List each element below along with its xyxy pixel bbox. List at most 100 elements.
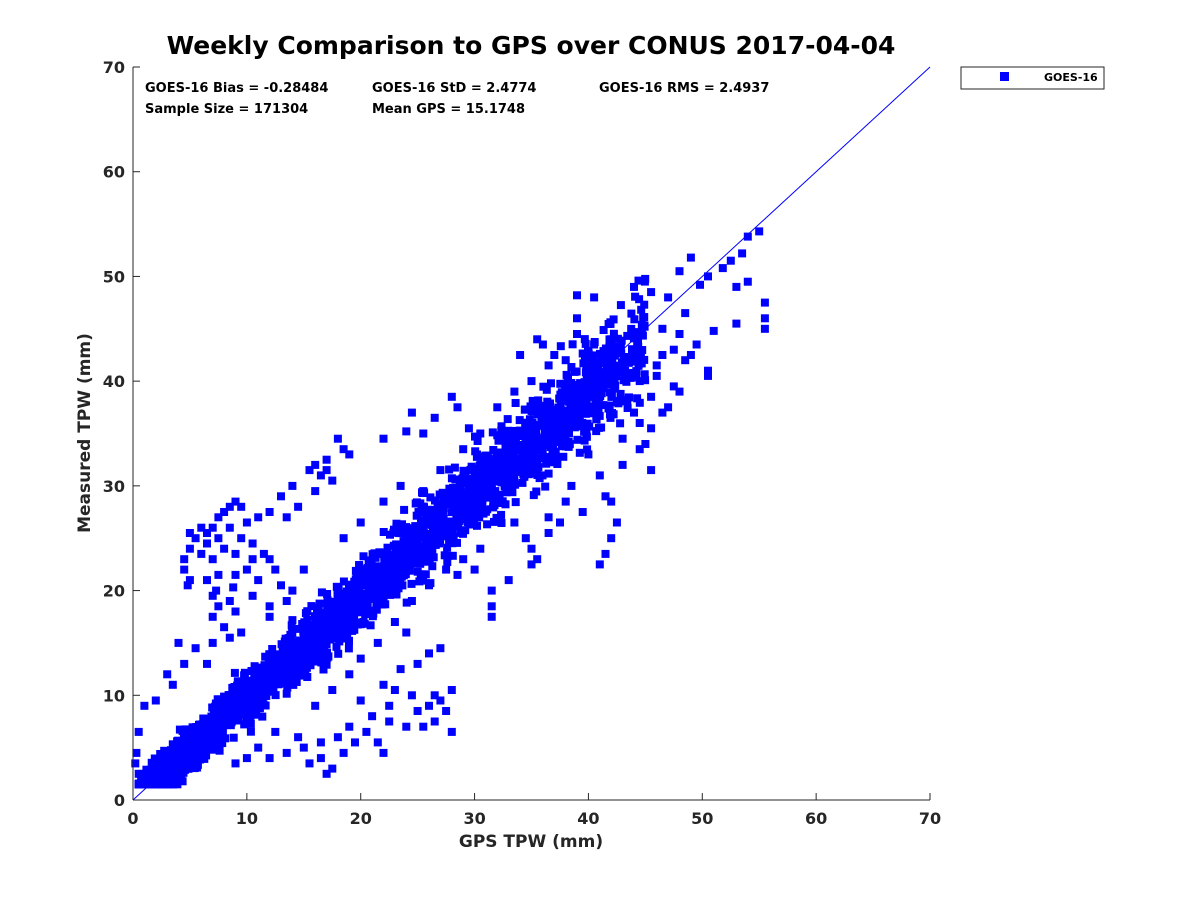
scatter-point [487,612,496,621]
scatter-point [466,465,475,474]
scatter-point [621,373,629,382]
scatter-point [544,441,553,450]
scatter-point [573,435,582,444]
scatter-point [245,687,254,696]
scatter-point [483,520,492,529]
scatter-point [373,638,382,647]
scatter-point [510,475,519,484]
scatter-point [277,492,285,501]
scatter-point [347,609,356,617]
scatter-point [301,670,310,679]
scatter-point [476,544,485,553]
scatter-point [232,695,241,704]
scatter-point [168,740,177,749]
scatter-point [366,575,375,583]
scatter-point [231,607,240,616]
scatter-point [562,381,571,390]
scatter-point [259,549,268,558]
scatter-point [416,570,425,579]
scatter-point [635,359,644,368]
scatter-point [372,605,381,614]
scatter-point [155,758,164,767]
scatter-point [184,759,193,768]
scatter-point [582,372,591,381]
scatter-point [425,547,434,556]
scatter-point [459,445,468,454]
scatter-point [271,565,280,574]
scatter-point [419,487,428,496]
scatter-point [241,700,250,709]
scatter-point [301,653,310,662]
scatter-point [573,314,581,323]
scatter-point [612,398,621,407]
scatter-point [596,372,605,381]
scatter-point [140,701,149,710]
scatter-point [501,442,510,451]
scatter-point [458,478,467,487]
scatter-point [282,642,291,651]
scatter-point [607,534,616,543]
chart-title: Weekly Comparison to GPS over CONUS 2017… [167,31,896,60]
scatter-point [402,549,411,558]
scatter-point [528,438,537,447]
scatter-point [152,771,161,780]
scatter-point [203,576,211,585]
scatter-point [240,672,249,681]
scatter-point [669,345,678,354]
scatter-point [581,353,590,362]
scatter-point [597,389,606,398]
scatter-point [611,349,619,358]
legend-entry-goes16: GOES-16 [1044,71,1098,84]
scatter-point [255,694,264,703]
scatter-point [581,368,590,377]
scatter-point [218,739,227,748]
stats-annotation: GOES-16 Bias = -0.28484 GOES-16 StD = 2.… [145,81,769,117]
scatter-point [164,755,173,764]
scatter-point [180,555,189,564]
scatter-point [407,408,416,417]
scatter-point [392,540,401,549]
scatter-point [389,528,398,537]
scatter-point [229,583,238,592]
scatter-point [209,720,218,729]
scatter-point [494,436,503,445]
scatter-point [345,636,353,645]
scatter-point [319,665,328,674]
scatter-point [315,599,324,608]
scatter-point [557,417,566,426]
scatter-point [322,455,331,464]
scatter-point [572,407,581,416]
y-tick-label: 0 [114,791,125,810]
scatter-point [323,600,332,609]
scatter-point [433,500,442,509]
scatter-point [286,652,295,661]
scatter-point [609,410,618,419]
scatter-point [591,372,600,381]
y-tick-label: 50 [103,267,125,286]
scatter-point [265,685,273,694]
scatter-point [270,658,279,667]
scatter-point [163,760,171,769]
scatter-point [470,518,478,527]
scatter-point [396,665,405,674]
scatter-point [609,329,618,338]
scatter-point [351,738,359,747]
scatter-point [498,497,507,506]
scatter-point [367,564,375,573]
scatter-point [637,305,646,314]
scatter-point [539,411,548,420]
scatter-point [206,735,215,744]
scatter-point [548,424,557,432]
scatter-point [328,476,337,485]
scatter-point [191,644,200,653]
scatter-point [573,291,581,300]
scatter-point [246,727,255,736]
scatter-point [202,723,211,732]
scatter-point [709,326,718,335]
scatter-point [545,453,554,461]
scatter-point [423,538,432,547]
scatter-point [610,361,619,370]
scatter-point [627,309,636,318]
scatter-point [451,475,460,484]
scatter-point [588,358,597,367]
